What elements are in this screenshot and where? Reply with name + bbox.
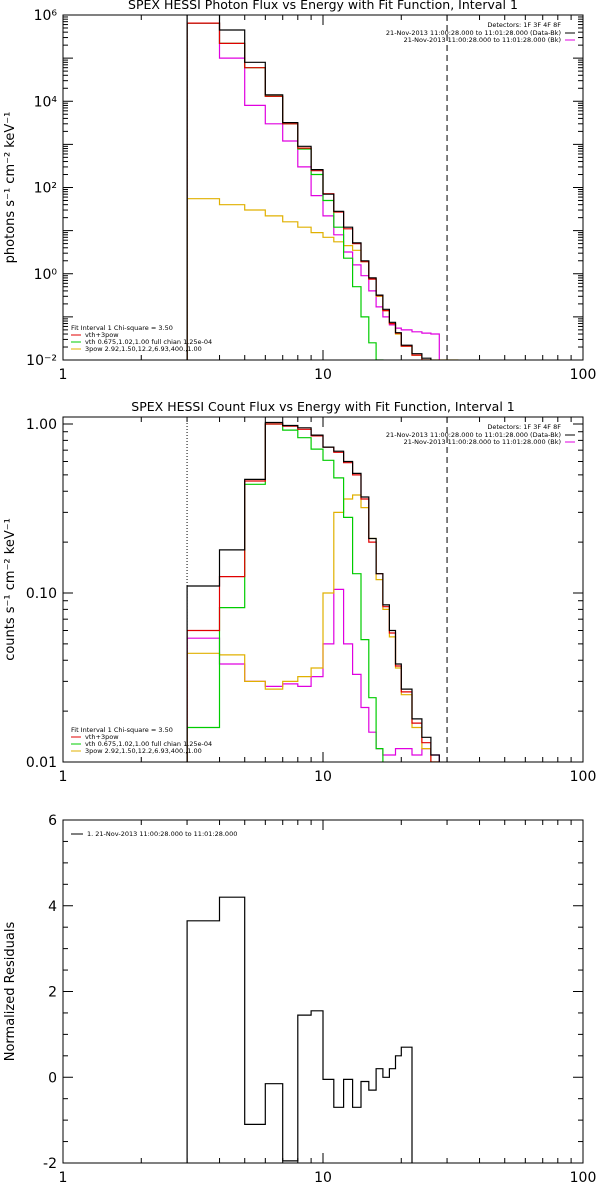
x-tick-label: 10	[314, 367, 332, 383]
y-tick-label: 0	[48, 1070, 57, 1086]
y-tick-label: -2	[43, 1156, 57, 1172]
x-tick-label: 1	[59, 367, 68, 383]
x-tick-label: 100	[570, 367, 597, 383]
x-tick-label: 1	[59, 1170, 68, 1186]
legend-entry-label: 21-Nov-2013 11:00:28.000 to 11:01:28.000…	[386, 29, 561, 37]
legend-entry-label: 21-Nov-2013 11:00:28.000 to 11:01:28.000…	[404, 438, 561, 446]
y-axis-label: counts s⁻¹ cm⁻² keV⁻¹	[3, 518, 18, 661]
legend-entry-label: vth 0.675,1.02,1.00 full chian 1.25e-04	[85, 740, 212, 748]
series-group	[186, 421, 440, 762]
y-tick-label: 0.10	[26, 586, 57, 602]
y-tick-label: 2	[48, 985, 57, 1001]
y-tick-label: 6	[48, 813, 57, 829]
x-tick-label: 1	[59, 769, 68, 785]
y-tick-label: 10⁰	[34, 267, 58, 283]
legend-entry-label: 21-Nov-2013 11:00:28.000 to 11:01:28.000…	[386, 431, 561, 439]
series-line-bk	[186, 22, 440, 360]
legend-entry-label: vth 0.675,1.02,1.00 full chian 1.25e-04	[85, 338, 212, 346]
series-line-data-bk	[186, 421, 440, 762]
series-line-3pow	[186, 494, 440, 762]
y-tick-label: 4	[48, 899, 57, 915]
series-group	[186, 15, 459, 360]
x-tick-label: 100	[570, 1170, 597, 1186]
legend-entry-label: vth+3pow	[85, 733, 119, 741]
plot-frame	[62, 14, 584, 361]
legend-detectors-header: Detectors: 1F 3F 4F 8F	[487, 21, 561, 29]
legend-fit-header: Fit Interval 1 Chi-square = 3.50	[71, 726, 173, 734]
series-line-vth-3pow	[186, 22, 432, 360]
series-line-data-bk	[186, 15, 432, 360]
x-tick-label: 10	[314, 769, 332, 785]
legend-entry-label: 21-Nov-2013 11:00:28.000 to 11:01:28.000…	[404, 36, 561, 44]
series-line-vth	[186, 423, 384, 762]
chart-title: SPEX HESSI Photon Flux vs Energy with Fi…	[128, 0, 518, 12]
y-tick-label: 1.00	[26, 417, 57, 433]
series-line-vth	[186, 22, 384, 360]
legend-entry-label: 3pow 2.92,1.50,12.2,6.93,400.,1.00	[85, 747, 202, 755]
chart-title: SPEX HESSI Count Flux vs Energy with Fit…	[131, 399, 514, 414]
y-tick-label: 10⁻²	[26, 353, 57, 369]
plot-frame	[62, 416, 584, 763]
legend-entry-label: 3pow 2.92,1.50,12.2,6.93,400.,1.00	[85, 345, 202, 353]
legend-fit-header: Fit Interval 1 Chi-square = 3.50	[71, 324, 173, 332]
chart-3: Normalized Residuals 1 10 100 -2 0 2 4 6 1. 21-No…	[3, 813, 596, 1186]
legend-entry-label: vth+3pow	[85, 331, 119, 339]
legend-detectors-header: Detectors: 1F 3F 4F 8F	[487, 423, 561, 431]
x-tick-label: 100	[570, 769, 597, 785]
y-tick-label: 10⁴	[34, 94, 58, 110]
y-tick-label: 0.01	[26, 755, 57, 771]
chart-1: SPEX HESSI Photon Flux vs Energy with Fi…	[3, 0, 596, 383]
series-line-vth-3pow	[186, 423, 440, 762]
plot-frame	[62, 819, 584, 1164]
y-axis-label: photons s⁻¹ cm⁻² keV⁻¹	[3, 112, 18, 264]
series-line-1-21-nov-2013-11-00-28-000-to-11-01-28-000	[186, 896, 413, 1163]
x-tick-label: 10	[314, 1170, 332, 1186]
series-line-3pow	[186, 198, 459, 360]
y-tick-label: 10⁶	[34, 8, 58, 24]
y-axis-label: Normalized Residuals	[3, 922, 18, 1062]
chart-2: SPEX HESSI Count Flux vs Energy with Fit…	[3, 399, 596, 785]
series-group	[186, 896, 413, 1163]
y-tick-label: 10²	[34, 181, 57, 197]
legend-entry-label: 1. 21-Nov-2013 11:00:28.000 to 11:01:28.…	[87, 830, 237, 838]
